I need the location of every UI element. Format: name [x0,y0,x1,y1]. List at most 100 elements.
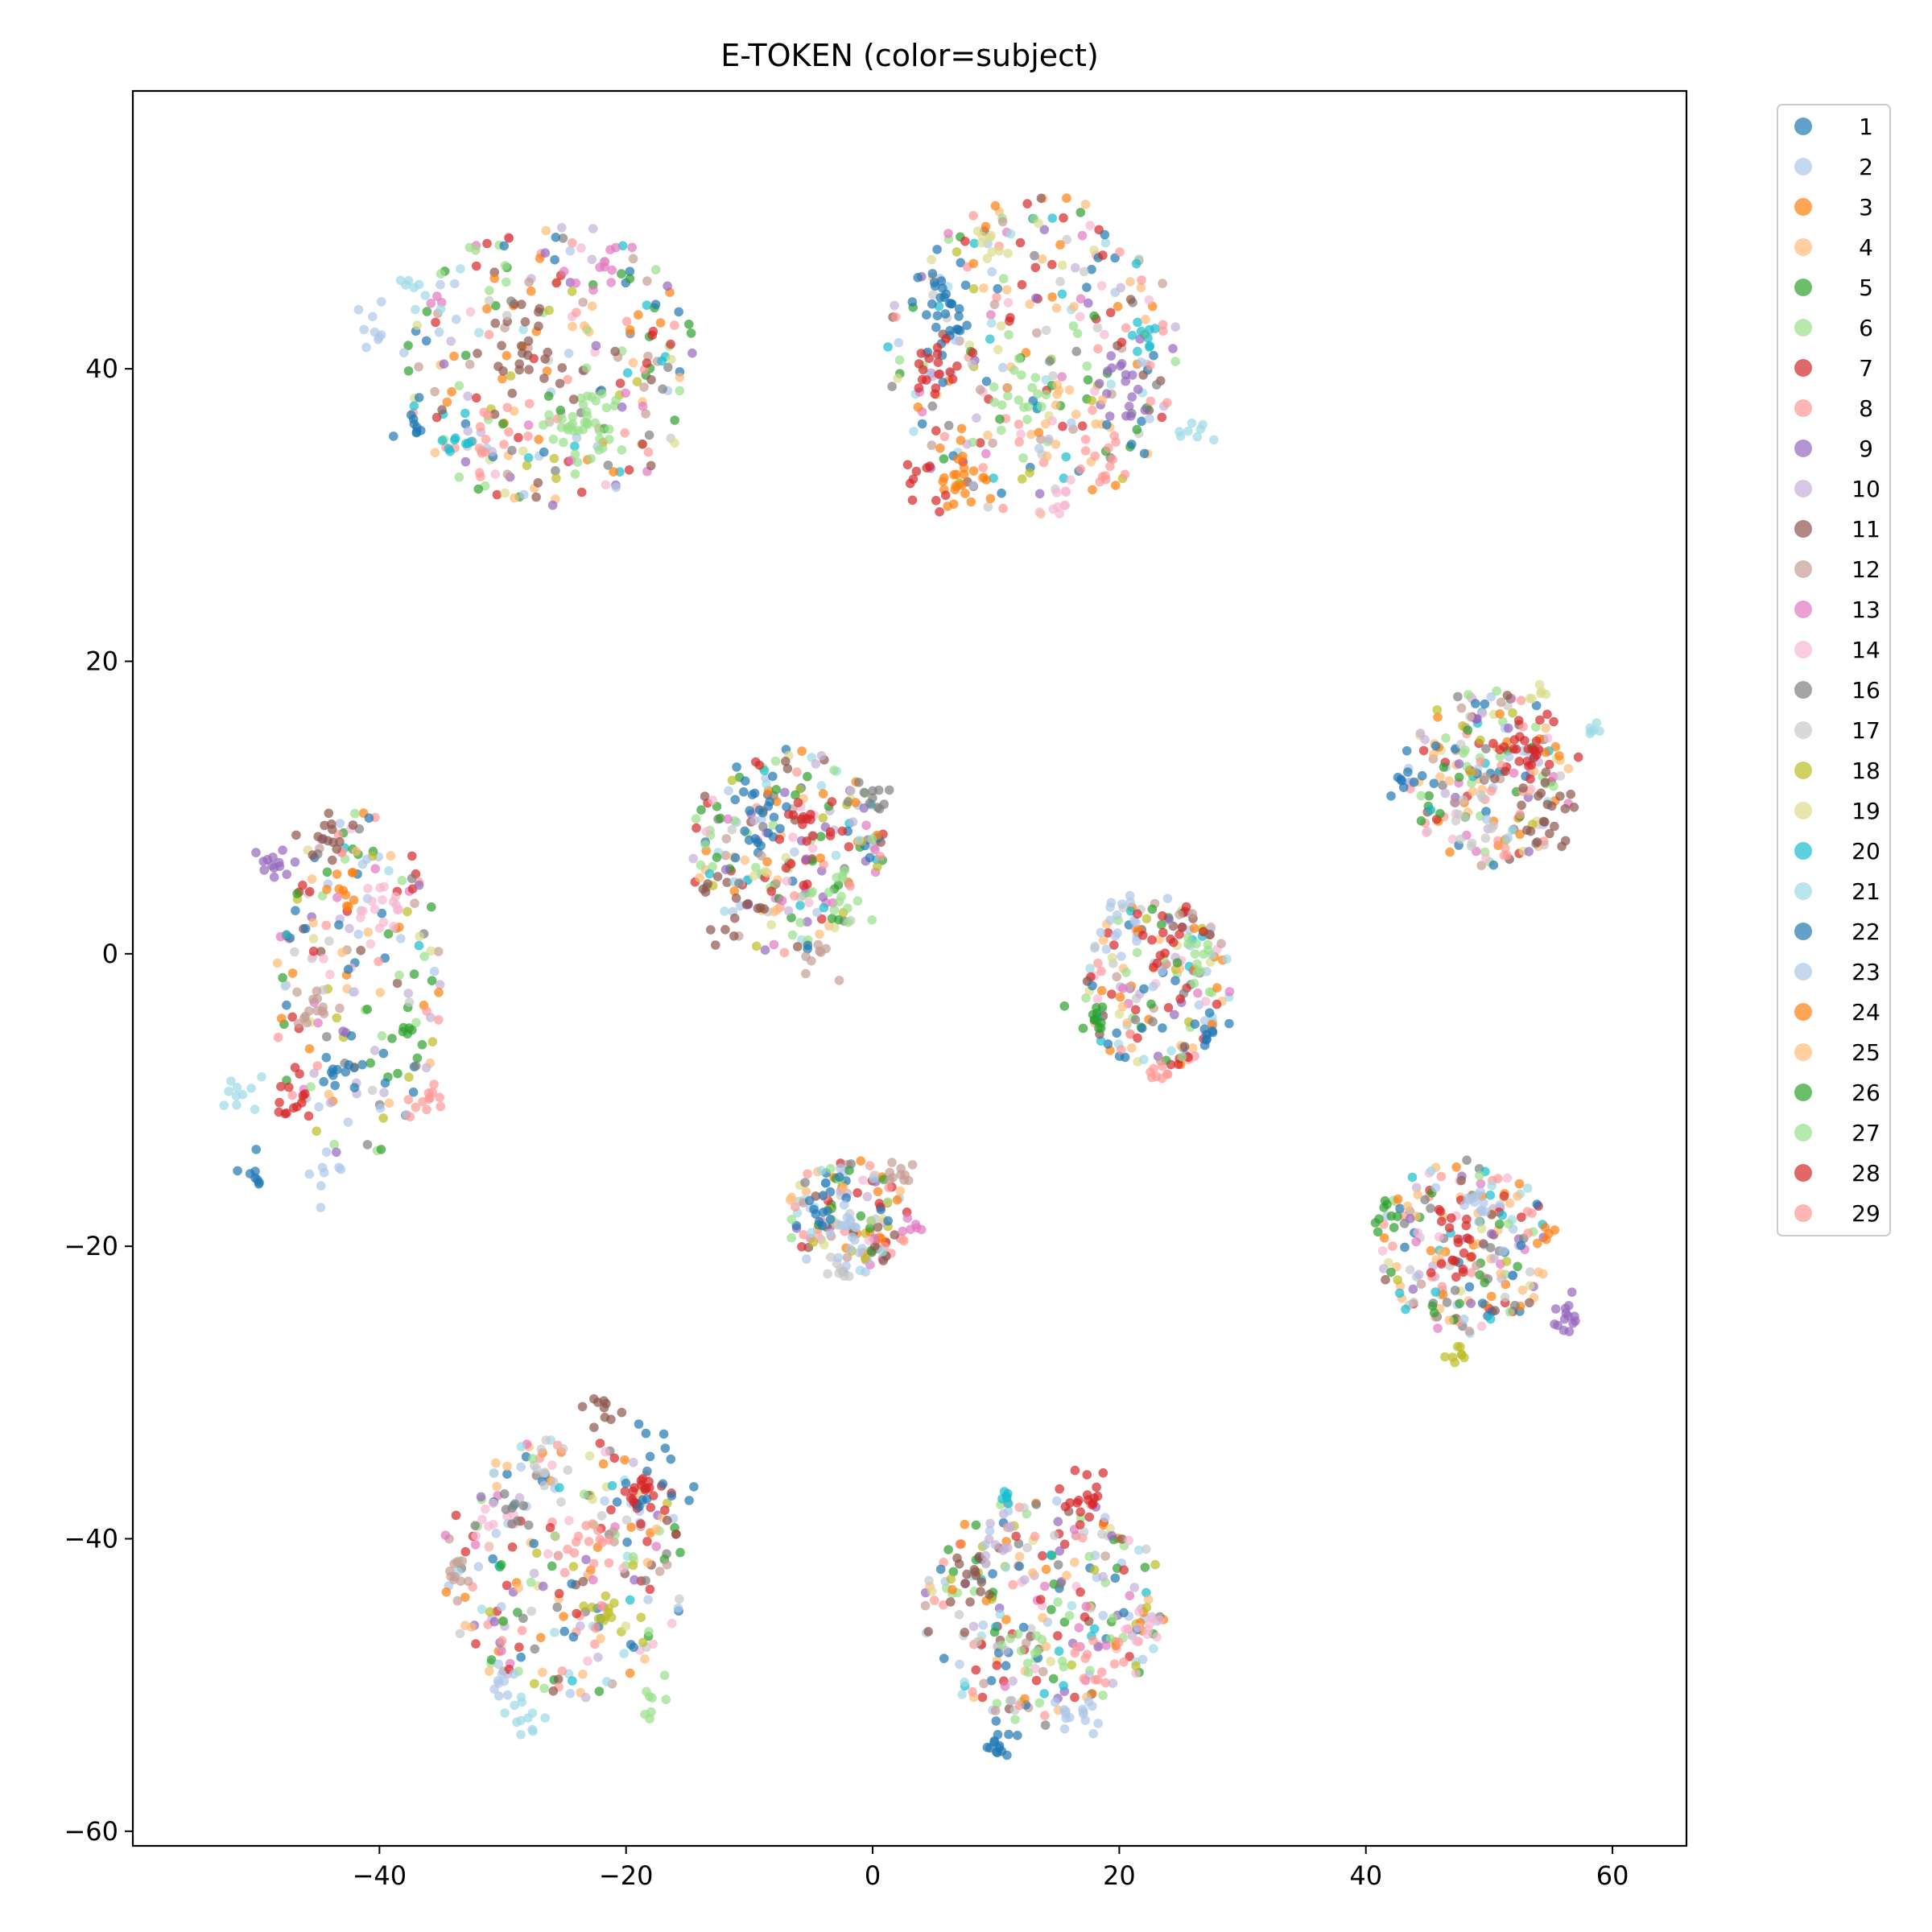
point-subject-8 [1014,437,1024,447]
point-subject-23 [1162,894,1173,903]
point-subject-12 [1480,772,1490,782]
point-subject-21 [395,275,406,286]
point-subject-11 [1532,837,1542,847]
point-subject-17 [621,1515,632,1525]
point-subject-2 [1145,414,1154,423]
point-subject-23 [1050,1697,1060,1707]
point-subject-10 [463,391,473,402]
point-subject-23 [1059,1724,1070,1734]
point-subject-27 [675,386,685,396]
point-subject-9 [1454,759,1464,769]
point-subject-8 [968,1686,977,1697]
point-subject-21 [280,981,291,991]
point-subject-20 [1407,1172,1418,1183]
point-subject-12 [900,1170,910,1180]
point-subject-4 [1062,1571,1071,1580]
point-subject-6 [539,1683,549,1694]
point-subject-22 [1013,1731,1022,1740]
point-subject-7 [825,827,836,837]
point-subject-4 [1429,749,1439,759]
point-subject-11 [706,925,716,935]
point-subject-7 [960,237,970,246]
point-subject-10 [421,1063,431,1073]
point-subject-11 [523,336,534,346]
point-subject-23 [1105,902,1115,912]
point-subject-13 [588,285,598,295]
point-subject-12 [430,386,440,397]
point-subject-8 [620,428,630,438]
point-subject-21 [1222,954,1232,964]
point-subject-17 [1456,739,1466,749]
point-subject-26 [827,914,837,923]
point-subject-24 [1514,1179,1525,1189]
point-subject-22 [1018,1622,1029,1633]
point-subject-22 [811,1209,821,1219]
point-subject-14 [378,895,387,905]
point-subject-22 [927,269,938,279]
point-subject-7 [1467,1252,1476,1261]
point-subject-22 [997,1746,1007,1757]
point-subject-23 [1474,1216,1484,1227]
point-subject-7 [1133,909,1142,919]
legend-label-1: 1 [1859,114,1873,140]
point-subject-22 [1480,699,1490,709]
point-subject-4 [1037,254,1047,264]
point-subject-24 [1020,1694,1030,1704]
point-subject-29 [1090,451,1100,461]
point-subject-3 [609,467,618,477]
point-subject-17 [1022,1542,1032,1553]
point-subject-23 [1479,1198,1488,1208]
point-subject-20 [1150,324,1160,333]
point-subject-6 [770,756,781,766]
point-subject-20 [1485,1190,1496,1200]
point-subject-7 [1055,1484,1064,1494]
point-subject-9 [617,402,627,412]
point-subject-11 [960,1579,970,1588]
point-subject-1 [769,812,779,823]
point-subject-24 [447,386,456,397]
point-subject-5 [417,1040,427,1050]
legend-label-16: 16 [1852,677,1880,704]
point-subject-14 [1121,1624,1130,1634]
point-subject-27 [1022,415,1032,424]
point-subject-8 [779,947,790,958]
point-subject-5 [716,813,725,824]
point-subject-20 [1047,213,1058,223]
y-tick-label: 0 [102,939,118,969]
legend-label-2: 2 [1859,154,1873,180]
point-subject-7 [1075,1507,1085,1517]
point-subject-20 [451,433,460,443]
point-subject-11 [1036,193,1046,204]
point-subject-9 [489,1616,500,1627]
point-subject-9 [720,865,731,874]
point-subject-25 [1041,419,1051,429]
point-subject-14 [1134,1607,1144,1616]
point-subject-8 [1486,786,1496,796]
point-subject-9 [1140,405,1150,415]
point-subject-17 [1480,833,1491,843]
point-subject-13 [902,1213,913,1223]
point-subject-22 [378,1048,389,1059]
point-subject-23 [336,1164,346,1174]
point-subject-7 [1098,1468,1108,1478]
point-subject-29 [792,767,802,777]
point-subject-14 [1100,329,1109,340]
point-subject-13 [898,1226,908,1236]
point-subject-17 [1555,771,1566,781]
point-subject-18 [632,377,642,387]
point-subject-4 [1098,935,1108,945]
point-subject-8 [803,1169,812,1179]
point-subject-25 [568,321,577,332]
point-subject-29 [621,316,632,327]
point-subject-16 [873,803,882,812]
point-subject-6 [617,445,627,455]
point-subject-23 [450,279,460,289]
point-subject-22 [621,1478,631,1488]
point-subject-14 [1542,733,1553,743]
point-subject-22 [981,377,992,386]
point-subject-29 [405,1112,415,1122]
point-subject-27 [1505,1307,1515,1317]
point-subject-10 [1420,735,1430,745]
point-subject-10 [783,906,794,916]
point-subject-11 [291,830,301,840]
